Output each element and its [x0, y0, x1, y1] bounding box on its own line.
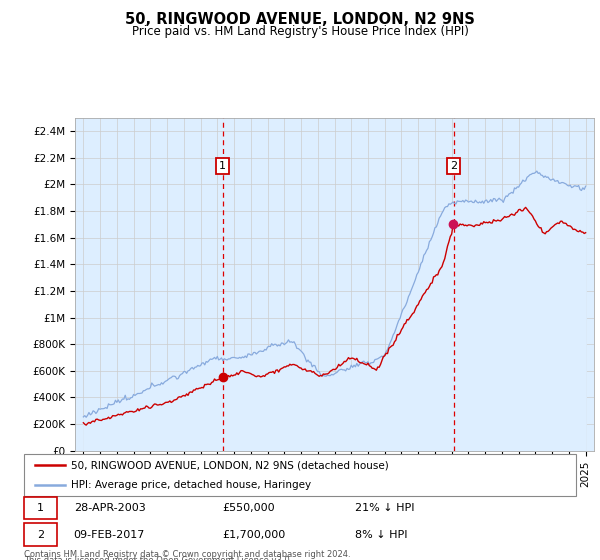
Text: This data is licensed under the Open Government Licence v3.0.: This data is licensed under the Open Gov… [24, 556, 292, 560]
Text: £550,000: £550,000 [223, 503, 275, 514]
Text: 09-FEB-2017: 09-FEB-2017 [74, 530, 145, 540]
Text: 50, RINGWOOD AVENUE, LONDON, N2 9NS (detached house): 50, RINGWOOD AVENUE, LONDON, N2 9NS (det… [71, 460, 389, 470]
Text: 50, RINGWOOD AVENUE, LONDON, N2 9NS: 50, RINGWOOD AVENUE, LONDON, N2 9NS [125, 12, 475, 27]
Text: HPI: Average price, detached house, Haringey: HPI: Average price, detached house, Hari… [71, 480, 311, 490]
FancyBboxPatch shape [24, 454, 576, 496]
Text: Contains HM Land Registry data © Crown copyright and database right 2024.: Contains HM Land Registry data © Crown c… [24, 550, 350, 559]
Text: 2: 2 [450, 161, 457, 171]
Text: 1: 1 [219, 161, 226, 171]
FancyBboxPatch shape [24, 524, 57, 545]
Text: 2: 2 [37, 530, 44, 540]
Text: 21% ↓ HPI: 21% ↓ HPI [355, 503, 415, 514]
Text: 28-APR-2003: 28-APR-2003 [74, 503, 145, 514]
Text: Price paid vs. HM Land Registry's House Price Index (HPI): Price paid vs. HM Land Registry's House … [131, 25, 469, 38]
Text: £1,700,000: £1,700,000 [223, 530, 286, 540]
Text: 1: 1 [37, 503, 44, 514]
FancyBboxPatch shape [24, 497, 57, 520]
Text: 8% ↓ HPI: 8% ↓ HPI [355, 530, 408, 540]
